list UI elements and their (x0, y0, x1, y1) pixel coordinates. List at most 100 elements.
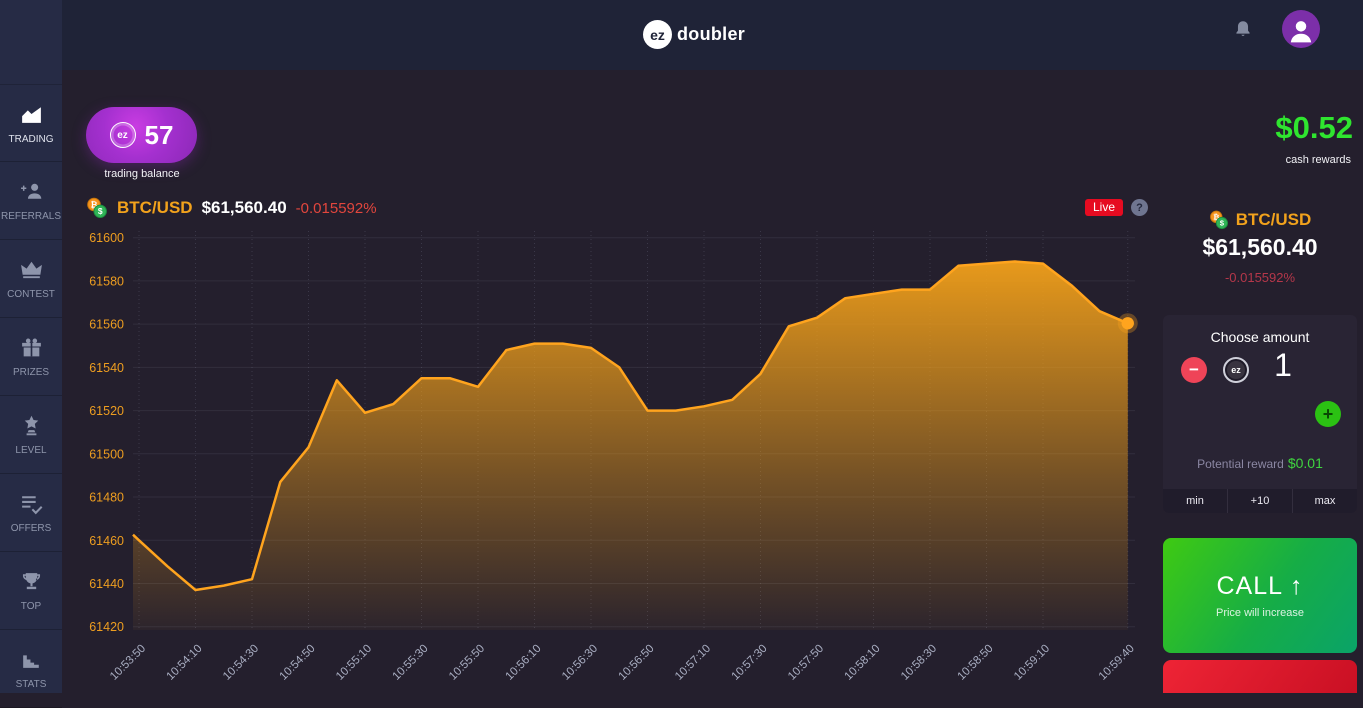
sidebar-item-prizes[interactable]: PRIZES (0, 318, 62, 396)
sidebar-item-top[interactable]: TOP (0, 552, 62, 630)
bell-icon (1236, 21, 1250, 36)
chart-area (133, 261, 1128, 630)
sidebar-item-label: OFFERS (10, 523, 52, 534)
decrease-amount-button[interactable]: − (1181, 357, 1207, 383)
svg-text:10:54:10: 10:54:10 (164, 643, 204, 683)
arrow-up-icon: ↑ (1290, 572, 1304, 600)
live-badge: Live (1085, 199, 1124, 216)
panel-pair-label: BTC/USD (1235, 210, 1312, 229)
trading-balance-pill[interactable]: ez 57 (86, 107, 197, 163)
ez-coin-icon: ez (1223, 357, 1249, 383)
trading-chart-icon (21, 106, 41, 123)
svg-text:10:57:10: 10:57:10 (673, 643, 713, 683)
sidebar-item-label: REFERRALS (0, 211, 61, 222)
chart-gridlines (133, 231, 1135, 630)
svg-text:61420: 61420 (89, 620, 124, 634)
svg-text:10:57:50: 10:57:50 (786, 643, 826, 683)
panel-pair-row: ₿ $ BTC/USD (1163, 210, 1357, 230)
topbar: ez doubler (62, 0, 1363, 70)
offers-list-icon (21, 496, 42, 515)
svg-text:₿: ₿ (91, 199, 98, 209)
put-button[interactable] (1163, 660, 1357, 693)
max-amount-button[interactable]: max (1292, 489, 1357, 513)
sidebar: TRADING REFERRALS CONTEST PRIZES LEVEL O… (0, 0, 62, 708)
sidebar-item-stats[interactable]: STATS (0, 630, 62, 708)
right-panel: $0.52 cash rewards ₿ $ BTC/USD $61,560.4… (1163, 70, 1357, 693)
ez-coin-icon: ez (109, 122, 136, 148)
svg-text:10:59:40: 10:59:40 (1097, 643, 1137, 683)
svg-text:10:59:10: 10:59:10 (1012, 643, 1052, 683)
pair-label: BTC/USD (117, 198, 193, 217)
current-price: $61,560.40 (201, 198, 287, 217)
call-button-label: CALL ↑ (1216, 572, 1304, 600)
logo-text: doubler (677, 24, 746, 44)
svg-text:$: $ (1219, 219, 1224, 228)
user-icon (1290, 21, 1312, 43)
sidebar-item-label: CONTEST (7, 289, 55, 300)
trading-balance-value: 57 (144, 119, 174, 150)
main-content: ez 57 trading balance ₿ $ BTC/USD $61,56… (62, 70, 1363, 693)
call-button[interactable]: CALL ↑ Price will increase (1163, 538, 1357, 653)
svg-text:10:53:50: 10:53:50 (108, 643, 148, 683)
chart-end-marker (1121, 317, 1134, 330)
sidebar-item-offers[interactable]: OFFERS (0, 474, 62, 552)
svg-text:61480: 61480 (89, 491, 124, 505)
svg-text:₿: ₿ (1213, 212, 1219, 221)
chart-header: ₿ $ BTC/USD $61,560.40 -0.015592% (86, 197, 377, 219)
svg-text:10:56:10: 10:56:10 (503, 643, 543, 683)
trading-balance-label: trading balance (104, 168, 180, 180)
sidebar-item-level[interactable]: LEVEL (0, 396, 62, 474)
referrals-people-icon (20, 183, 41, 199)
notifications-button[interactable] (1232, 19, 1254, 43)
potential-reward-value: $0.01 (1287, 455, 1323, 471)
contest-crown-icon (20, 261, 42, 279)
chart-line (132, 260, 1129, 592)
min-amount-button[interactable]: min (1186, 495, 1204, 507)
svg-text:10:54:30: 10:54:30 (221, 643, 261, 683)
svg-text:61600: 61600 (89, 231, 124, 245)
svg-text:61540: 61540 (89, 361, 124, 375)
btc-usd-pair-icon: ₿ $ (87, 197, 107, 218)
price-change: -0.015592% (295, 199, 377, 217)
svg-text:10:57:30: 10:57:30 (729, 643, 769, 683)
prizes-gift-icon (21, 338, 41, 357)
svg-text:10:56:50: 10:56:50 (616, 643, 656, 683)
sidebar-item-label: PRIZES (12, 367, 50, 378)
svg-text:10:56:30: 10:56:30 (560, 643, 600, 683)
logo-ez-icon: ez (643, 20, 672, 49)
plus10-amount-button[interactable]: +10 (1227, 489, 1292, 513)
sidebar-item-label: TOP (20, 601, 42, 612)
svg-text:61580: 61580 (89, 274, 124, 288)
chart-y-labels: 61600 61580 61560 61540 61520 61500 61480 61460… (89, 231, 124, 634)
svg-text:61440: 61440 (89, 577, 124, 591)
cash-rewards-label: cash rewards (1285, 154, 1351, 166)
sidebar-item-trading[interactable]: TRADING (0, 84, 62, 162)
app-logo: ez doubler (643, 20, 745, 49)
panel-price: $61,560.40 (1202, 234, 1318, 260)
sidebar-item-label: LEVEL (15, 445, 47, 456)
top-trophy-icon (22, 573, 40, 590)
svg-text:10:55:50: 10:55:50 (447, 643, 487, 683)
sidebar-item-referrals[interactable]: REFERRALS (0, 162, 62, 240)
svg-text:61460: 61460 (89, 534, 124, 548)
svg-text:10:55:30: 10:55:30 (390, 643, 430, 683)
stats-bars-icon (22, 655, 39, 668)
increase-amount-button[interactable]: + (1315, 401, 1341, 427)
help-icon[interactable]: ? (1131, 199, 1149, 216)
choose-amount-title: Choose amount (1210, 329, 1310, 345)
svg-text:61500: 61500 (89, 447, 124, 461)
sidebar-item-contest[interactable]: CONTEST (0, 240, 62, 318)
user-avatar[interactable] (1282, 10, 1320, 48)
amount-value[interactable]: 1 (1274, 347, 1292, 383)
call-button-subtitle: Price will increase (1215, 607, 1305, 619)
choose-amount-card: Choose amount − ez 1 + Potential reward $… (1163, 315, 1357, 513)
potential-reward: Potential reward $0.01 (1163, 455, 1357, 471)
price-chart: 61600 61580 61560 61540 61520 61500 61480 61460… (89, 231, 1138, 683)
sidebar-item-label: STATS (15, 679, 47, 690)
chart-x-labels: 10:53:50 10:54:10 10:54:30 10:54:50 10:55:10… (108, 643, 1137, 683)
svg-text:61560: 61560 (89, 318, 124, 332)
panel-price-change: -0.015592% (1224, 270, 1296, 285)
level-star-icon (24, 415, 38, 436)
svg-text:$: $ (98, 206, 103, 216)
svg-text:10:54:50: 10:54:50 (277, 643, 317, 683)
